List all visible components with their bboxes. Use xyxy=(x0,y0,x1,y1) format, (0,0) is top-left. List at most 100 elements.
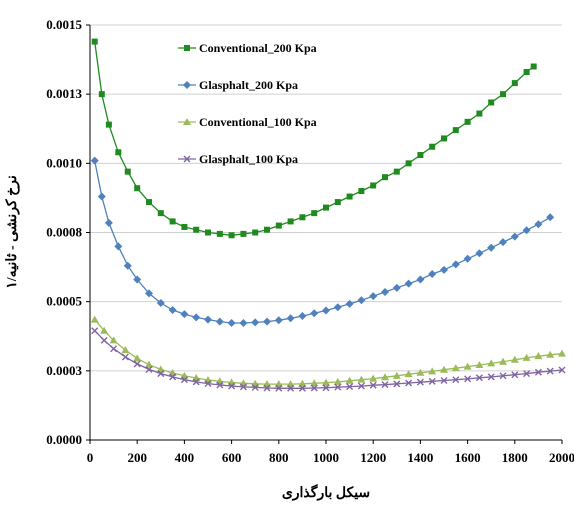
data-point xyxy=(91,38,98,45)
data-point xyxy=(499,238,507,247)
x-tick-label: 2000 xyxy=(549,450,574,465)
data-point xyxy=(475,361,484,369)
y-tick-label: 0.0008 xyxy=(46,225,82,240)
data-point xyxy=(286,314,295,323)
data-point xyxy=(323,204,329,211)
data-point xyxy=(287,384,295,392)
data-point xyxy=(510,355,519,363)
data-point xyxy=(369,374,378,382)
data-point xyxy=(334,199,341,206)
data-point xyxy=(546,350,555,358)
data-point xyxy=(274,316,283,325)
data-point xyxy=(370,182,377,189)
data-point xyxy=(346,193,353,200)
data-point xyxy=(264,226,270,233)
x-tick-label: 200 xyxy=(127,450,147,465)
data-point xyxy=(440,265,448,274)
data-point xyxy=(157,370,165,378)
legend-label: Conventional_200 Kpa xyxy=(199,41,317,55)
data-point xyxy=(381,373,389,381)
data-point xyxy=(97,192,106,201)
data-point xyxy=(145,365,153,373)
data-point xyxy=(358,188,365,194)
data-point xyxy=(416,275,425,284)
legend-item: Glasphalt_100 Kpa xyxy=(178,152,298,166)
data-point xyxy=(546,367,554,375)
data-point xyxy=(464,375,472,383)
data-point xyxy=(440,377,448,385)
data-point xyxy=(216,230,223,237)
x-tick-labels: 0 200 400 600 800 1000 1200 1400 1600 1800 2000 xyxy=(87,440,574,465)
data-point xyxy=(228,232,235,239)
data-point xyxy=(475,374,483,382)
data-point xyxy=(322,306,330,315)
data-point xyxy=(251,383,259,391)
data-point xyxy=(287,218,294,225)
data-point xyxy=(252,229,259,236)
series-line xyxy=(94,330,563,389)
data-point xyxy=(530,63,537,70)
data-point xyxy=(357,382,365,390)
data-point xyxy=(511,80,518,87)
legend-item: Conventional_200 Kpa xyxy=(178,41,317,55)
data-point xyxy=(463,362,472,370)
x-tick-label: 1200 xyxy=(360,450,386,465)
x-tick-label: 0 xyxy=(87,450,94,465)
data-point xyxy=(546,213,555,222)
x-tick-label: 800 xyxy=(269,450,289,465)
y-axis-title: نرخ کرنشی - ثانیه/۱ xyxy=(4,175,20,288)
data-point xyxy=(156,299,165,308)
data-point xyxy=(298,312,307,321)
data-point xyxy=(357,296,366,305)
x-tick-label: 600 xyxy=(222,450,242,465)
data-point xyxy=(169,373,177,381)
data-point xyxy=(310,379,319,387)
data-point xyxy=(381,287,389,296)
data-point xyxy=(487,359,496,367)
data-point xyxy=(392,371,401,379)
data-point xyxy=(345,299,354,308)
legend: Conventional_200 Kpa Glasphalt_200 Kpa Con… xyxy=(178,41,317,166)
x-tick-label: 1600 xyxy=(455,450,481,465)
data-point xyxy=(476,110,483,117)
data-point xyxy=(121,353,129,361)
data-point xyxy=(404,370,413,378)
data-point xyxy=(204,380,212,388)
data-point xyxy=(522,226,531,235)
data-point xyxy=(428,377,436,385)
data-point xyxy=(275,222,282,229)
y-tick-label: 0.0015 xyxy=(46,17,82,32)
data-point xyxy=(428,270,437,278)
data-point xyxy=(369,381,377,389)
data-point xyxy=(91,327,99,335)
data-point xyxy=(451,364,460,372)
data-point xyxy=(322,378,330,386)
data-point xyxy=(488,99,495,106)
x-axis-title: سیکل بارگذاری xyxy=(282,484,370,501)
x-tick-label: 1400 xyxy=(407,450,433,465)
data-point xyxy=(168,305,177,314)
data-point xyxy=(114,242,123,251)
data-point xyxy=(393,380,401,388)
data-point xyxy=(181,223,188,230)
data-point xyxy=(204,315,212,324)
data-point xyxy=(133,354,142,362)
data-point xyxy=(145,360,153,368)
data-point xyxy=(105,121,112,128)
data-point xyxy=(228,382,236,390)
data-point xyxy=(157,210,164,217)
data-point xyxy=(522,353,531,361)
data-point xyxy=(500,91,506,98)
data-point xyxy=(451,260,460,269)
data-point xyxy=(134,185,141,192)
series-line xyxy=(94,41,535,236)
data-point xyxy=(104,218,113,227)
data-point xyxy=(98,91,105,98)
data-point xyxy=(193,226,200,233)
data-point xyxy=(334,383,342,391)
data-point xyxy=(169,218,176,225)
legend-label: Conventional_100 Kpa xyxy=(199,115,317,129)
data-point xyxy=(298,379,307,387)
data-point xyxy=(523,69,530,76)
data-point xyxy=(346,383,354,391)
